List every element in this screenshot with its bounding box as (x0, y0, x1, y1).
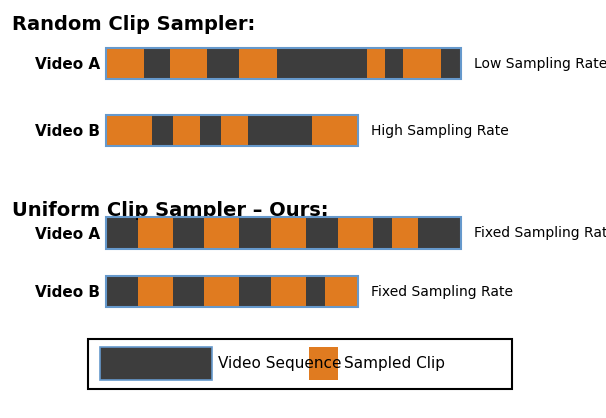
Bar (325, 276, 358, 307)
Bar (239, 48, 277, 79)
Bar (392, 217, 418, 249)
Bar (338, 217, 373, 249)
Bar (309, 347, 338, 380)
Bar (106, 217, 461, 249)
Bar (170, 48, 207, 79)
Text: Fixed Sampling Rate: Fixed Sampling Rate (474, 226, 606, 240)
Bar (100, 347, 212, 380)
Text: Sampled Clip: Sampled Clip (344, 356, 445, 371)
Bar (221, 115, 248, 146)
Bar (106, 48, 461, 79)
Bar (106, 115, 152, 146)
Text: Uniform Clip Sampler – Ours:: Uniform Clip Sampler – Ours: (12, 201, 328, 219)
Bar (173, 115, 200, 146)
Bar (204, 217, 239, 249)
Bar (367, 48, 385, 79)
Text: Video Sequence: Video Sequence (218, 356, 342, 371)
Text: Video B: Video B (35, 285, 100, 300)
Bar (106, 276, 358, 307)
Bar (88, 339, 512, 389)
Text: Video B: Video B (35, 124, 100, 139)
Bar (403, 48, 441, 79)
Text: Video A: Video A (35, 57, 100, 72)
Bar (138, 276, 173, 307)
Bar (106, 48, 144, 79)
Bar (204, 276, 239, 307)
Bar (106, 115, 358, 146)
Bar (312, 115, 358, 146)
Text: Video A: Video A (35, 227, 100, 242)
Bar (106, 115, 358, 146)
Text: Fixed Sampling Rate: Fixed Sampling Rate (371, 285, 513, 298)
Text: High Sampling Rate: High Sampling Rate (371, 124, 508, 138)
Bar (271, 217, 306, 249)
Bar (138, 217, 173, 249)
Bar (271, 276, 306, 307)
Text: Low Sampling Rate: Low Sampling Rate (474, 57, 606, 71)
Bar (106, 217, 461, 249)
Bar (106, 48, 461, 79)
Bar (106, 276, 358, 307)
Text: Random Clip Sampler:: Random Clip Sampler: (12, 15, 255, 33)
